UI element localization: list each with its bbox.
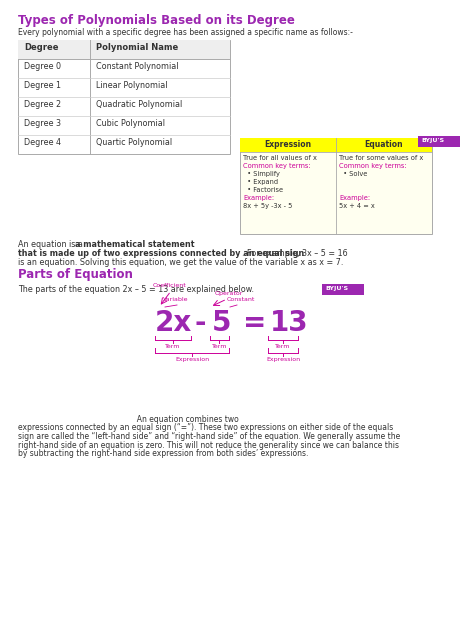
Text: right-hand side of an equation is zero. This will not reduce the generality sinc: right-hand side of an equation is zero. … (18, 441, 399, 449)
Text: 8x + 5y -3x - 5: 8x + 5y -3x - 5 (243, 203, 292, 209)
Text: 13: 13 (270, 309, 309, 337)
Text: 5: 5 (212, 309, 231, 337)
Text: Constant Polynomial: Constant Polynomial (96, 62, 179, 71)
Text: Equation: Equation (365, 140, 403, 149)
Text: a mathematical statement: a mathematical statement (75, 240, 194, 249)
Text: Expression: Expression (264, 140, 311, 149)
Text: BYJU'S: BYJU'S (325, 286, 348, 291)
Bar (240, 138, 336, 152)
Text: Polynomial Name: Polynomial Name (96, 43, 178, 52)
Text: Operator: Operator (215, 291, 243, 296)
Text: BYJU'S: BYJU'S (421, 138, 444, 143)
Text: is an equation. Solving this equation, we get the value of the variable x as x =: is an equation. Solving this equation, w… (18, 258, 343, 267)
Text: Degree 2: Degree 2 (24, 100, 61, 109)
Text: . For example, 3x – 5 = 16: . For example, 3x – 5 = 16 (242, 249, 347, 258)
Text: True for some values of x: True for some values of x (339, 155, 423, 161)
Text: Degree 3: Degree 3 (24, 119, 61, 128)
Text: expressions connected by an equal sign (“=”). These two expressions on either si: expressions connected by an equal sign (… (18, 423, 393, 432)
Text: Constant: Constant (227, 297, 255, 302)
Bar (18, 40, 230, 154)
Text: Every polynomial with a specific degree has been assigned a specific name as fol: Every polynomial with a specific degree … (18, 28, 353, 37)
Text: Common key terms:: Common key terms: (243, 163, 310, 169)
Text: Example:: Example: (243, 195, 274, 201)
Text: Quadratic Polynomial: Quadratic Polynomial (96, 100, 182, 109)
Text: =: = (243, 309, 266, 337)
Text: Types of Polynomials Based on its Degree: Types of Polynomials Based on its Degree (18, 14, 295, 27)
Text: Expression: Expression (266, 357, 300, 362)
Text: Degree 4: Degree 4 (24, 138, 61, 147)
Text: Parts of Equation: Parts of Equation (18, 268, 133, 281)
Text: An equation is a: An equation is a (18, 240, 85, 249)
Text: Linear Polynomial: Linear Polynomial (96, 81, 167, 90)
Text: An equation combines two: An equation combines two (18, 415, 239, 424)
Text: 5x + 4 = x: 5x + 4 = x (339, 203, 375, 209)
Text: • Factorise: • Factorise (243, 187, 283, 193)
Text: Variable: Variable (163, 297, 189, 302)
Text: 2x: 2x (155, 309, 192, 337)
Text: Common key terms:: Common key terms: (339, 163, 407, 169)
Text: Term: Term (275, 344, 291, 349)
Text: Term: Term (212, 344, 228, 349)
Text: Expression: Expression (175, 357, 209, 362)
Text: Degree: Degree (24, 43, 58, 52)
Bar (418, 136, 460, 147)
Bar (322, 284, 364, 295)
Text: The parts of the equation 2x – 5 = 13 are explained below.: The parts of the equation 2x – 5 = 13 ar… (18, 285, 254, 294)
Text: sign are called the “left-hand side” and “right-hand side” of the equation. We g: sign are called the “left-hand side” and… (18, 432, 400, 441)
Text: Cubic Polynomial: Cubic Polynomial (96, 119, 165, 128)
Text: by subtracting the right-hand side expression from both sides’ expressions.: by subtracting the right-hand side expre… (18, 449, 309, 458)
Text: Degree 0: Degree 0 (24, 62, 61, 71)
Text: Quartic Polynomial: Quartic Polynomial (96, 138, 172, 147)
Text: Example:: Example: (339, 195, 370, 201)
Text: Degree 1: Degree 1 (24, 81, 61, 90)
Text: Term: Term (165, 344, 181, 349)
Text: • Expand: • Expand (243, 179, 278, 185)
Bar (336, 138, 432, 152)
Bar (240, 138, 432, 234)
Text: that is made up of two expressions connected by an equal sign: that is made up of two expressions conne… (18, 249, 304, 258)
Text: True for all values of x: True for all values of x (243, 155, 317, 161)
Text: -: - (195, 309, 207, 337)
Text: • Simplify: • Simplify (243, 171, 280, 177)
Text: • Solve: • Solve (339, 171, 367, 177)
Bar (18, 40, 230, 59)
Text: Coefficient: Coefficient (153, 283, 187, 288)
